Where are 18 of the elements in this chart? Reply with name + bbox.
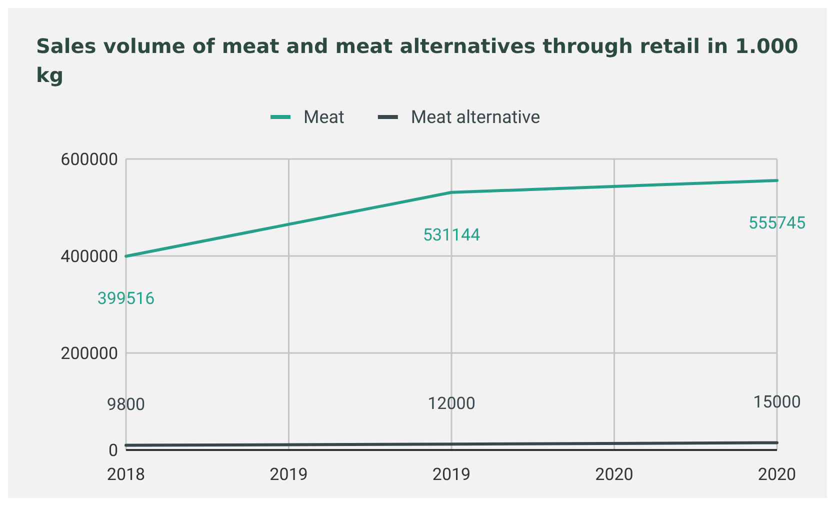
y-tick-label: 0 bbox=[108, 441, 118, 461]
legend-label: Meat bbox=[304, 107, 345, 128]
data-label: 531144 bbox=[422, 225, 481, 246]
legend-label: Meat alternative bbox=[410, 107, 540, 128]
y-tick-label: 400000 bbox=[60, 247, 118, 267]
data-label: 12000 bbox=[428, 394, 476, 414]
data-label: 9800 bbox=[106, 395, 146, 416]
x-tick-label: 2020 bbox=[758, 465, 796, 485]
y-tick-label: 200000 bbox=[60, 344, 118, 364]
x-tick-label: 2020 bbox=[595, 465, 634, 485]
data-label: 555745 bbox=[748, 213, 806, 234]
x-tick-label: 2019 bbox=[270, 465, 308, 485]
x-tick-label: 2018 bbox=[106, 465, 146, 485]
data-label: 399516 bbox=[97, 289, 155, 310]
chart-title: Sales volume of meat and meat alternatives through retail in 1.000 kg bbox=[36, 33, 800, 89]
x-tick-label: 2019 bbox=[432, 465, 471, 485]
y-tick-label: 600000 bbox=[60, 150, 118, 170]
data-label: 15000 bbox=[753, 392, 801, 413]
